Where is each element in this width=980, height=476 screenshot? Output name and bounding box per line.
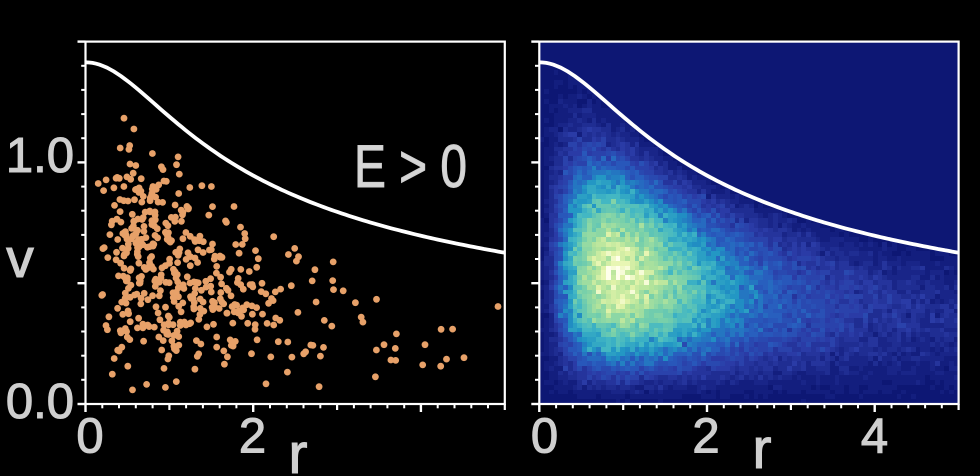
svg-text:r: r <box>753 417 772 476</box>
svg-text:0: 0 <box>76 410 103 464</box>
svg-text:v: v <box>6 227 34 289</box>
svg-text:2: 2 <box>239 410 266 464</box>
svg-text:E > 0: E > 0 <box>354 133 467 200</box>
svg-text:4: 4 <box>861 410 888 464</box>
svg-text:r: r <box>289 422 308 476</box>
svg-text:0.0: 0.0 <box>6 375 74 429</box>
svg-text:0: 0 <box>531 410 558 464</box>
svg-text:2: 2 <box>692 410 719 464</box>
svg-text:1.0: 1.0 <box>6 129 74 183</box>
